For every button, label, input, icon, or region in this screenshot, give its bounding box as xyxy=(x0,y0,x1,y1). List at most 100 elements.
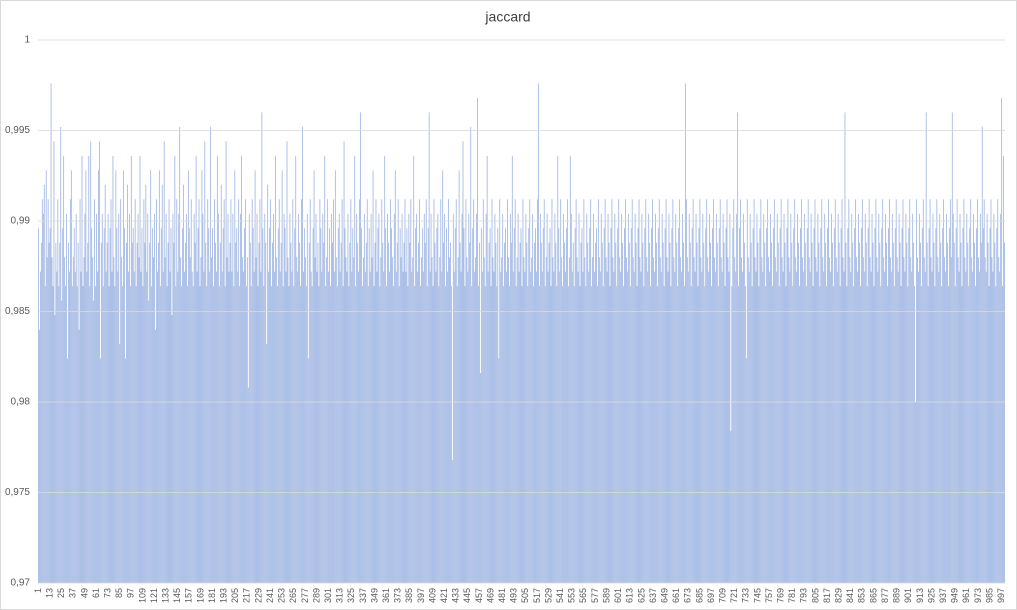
bar xyxy=(48,242,50,583)
bar xyxy=(179,126,181,583)
bar xyxy=(89,286,91,583)
bar xyxy=(515,286,517,583)
bar xyxy=(397,199,399,583)
bar xyxy=(494,213,496,583)
bar xyxy=(508,286,510,583)
bar xyxy=(604,199,606,583)
x-tick-label: 913 xyxy=(915,588,925,603)
bar xyxy=(668,213,670,583)
bar xyxy=(897,271,899,583)
bar xyxy=(256,213,258,583)
bar xyxy=(873,286,875,583)
x-tick-label: 697 xyxy=(706,588,716,603)
bar xyxy=(879,242,881,583)
bar xyxy=(907,286,909,583)
bar xyxy=(98,141,100,584)
bar xyxy=(497,228,499,584)
bar xyxy=(764,242,766,583)
bar xyxy=(834,199,836,583)
bar xyxy=(700,257,702,583)
bar xyxy=(411,271,413,583)
bar xyxy=(725,228,727,584)
bar xyxy=(127,271,129,583)
bar xyxy=(366,199,368,583)
bar xyxy=(495,242,497,583)
bar xyxy=(52,286,54,583)
x-tick-label: 589 xyxy=(601,588,611,603)
bar xyxy=(490,286,492,583)
bar xyxy=(126,242,127,583)
bar xyxy=(59,242,61,583)
bar xyxy=(116,228,118,584)
bar xyxy=(678,228,680,584)
bar xyxy=(354,155,356,583)
bar xyxy=(895,199,897,583)
bar xyxy=(199,286,201,583)
x-tick-label: 277 xyxy=(300,588,310,603)
bar xyxy=(869,257,871,583)
bar xyxy=(664,228,666,584)
bar xyxy=(49,228,51,584)
bar xyxy=(512,271,514,583)
bar xyxy=(80,271,82,583)
bar xyxy=(459,242,461,583)
bar xyxy=(277,228,279,584)
bar xyxy=(631,199,633,583)
bar xyxy=(721,271,723,583)
bar xyxy=(822,257,824,583)
bar xyxy=(506,271,507,583)
bar xyxy=(821,199,823,583)
bar xyxy=(124,228,125,584)
bar xyxy=(986,213,988,583)
bar xyxy=(848,199,850,583)
bar xyxy=(81,155,83,583)
bar xyxy=(637,228,639,584)
bar xyxy=(355,286,357,583)
bar xyxy=(803,213,805,583)
bar xyxy=(753,199,755,583)
bar xyxy=(998,257,1000,583)
bar xyxy=(884,271,886,583)
bar xyxy=(213,286,214,583)
bar xyxy=(473,199,475,583)
x-tick-label: 829 xyxy=(834,588,844,603)
bar xyxy=(945,271,946,583)
bar xyxy=(297,271,299,583)
bar xyxy=(950,257,952,583)
bar xyxy=(923,257,925,583)
bar xyxy=(416,213,418,583)
bar xyxy=(121,257,123,583)
bar xyxy=(705,228,707,584)
bar xyxy=(294,228,296,584)
bar xyxy=(680,257,682,583)
x-tick-label: 253 xyxy=(277,588,287,603)
bar xyxy=(776,213,778,583)
bar xyxy=(642,242,644,583)
bar xyxy=(854,228,856,584)
bar xyxy=(804,242,806,583)
bar xyxy=(125,358,126,583)
bar xyxy=(524,271,526,583)
bar xyxy=(159,286,161,583)
bar xyxy=(388,242,389,583)
bar xyxy=(152,228,154,584)
bar xyxy=(286,141,288,584)
bar xyxy=(218,286,220,583)
bar xyxy=(675,213,677,583)
bar xyxy=(600,213,602,583)
bar xyxy=(543,199,545,583)
bar xyxy=(208,228,210,584)
bar xyxy=(898,213,900,583)
x-tick-label: 205 xyxy=(230,588,240,603)
bar xyxy=(311,286,313,583)
bar xyxy=(659,257,661,583)
bar xyxy=(261,112,263,584)
bar xyxy=(736,213,738,583)
x-tick-label: 1 xyxy=(33,588,43,593)
bar xyxy=(423,213,425,583)
bar xyxy=(537,83,539,583)
x-tick-label: 481 xyxy=(497,588,507,603)
bar xyxy=(168,199,170,583)
bar xyxy=(359,199,360,583)
